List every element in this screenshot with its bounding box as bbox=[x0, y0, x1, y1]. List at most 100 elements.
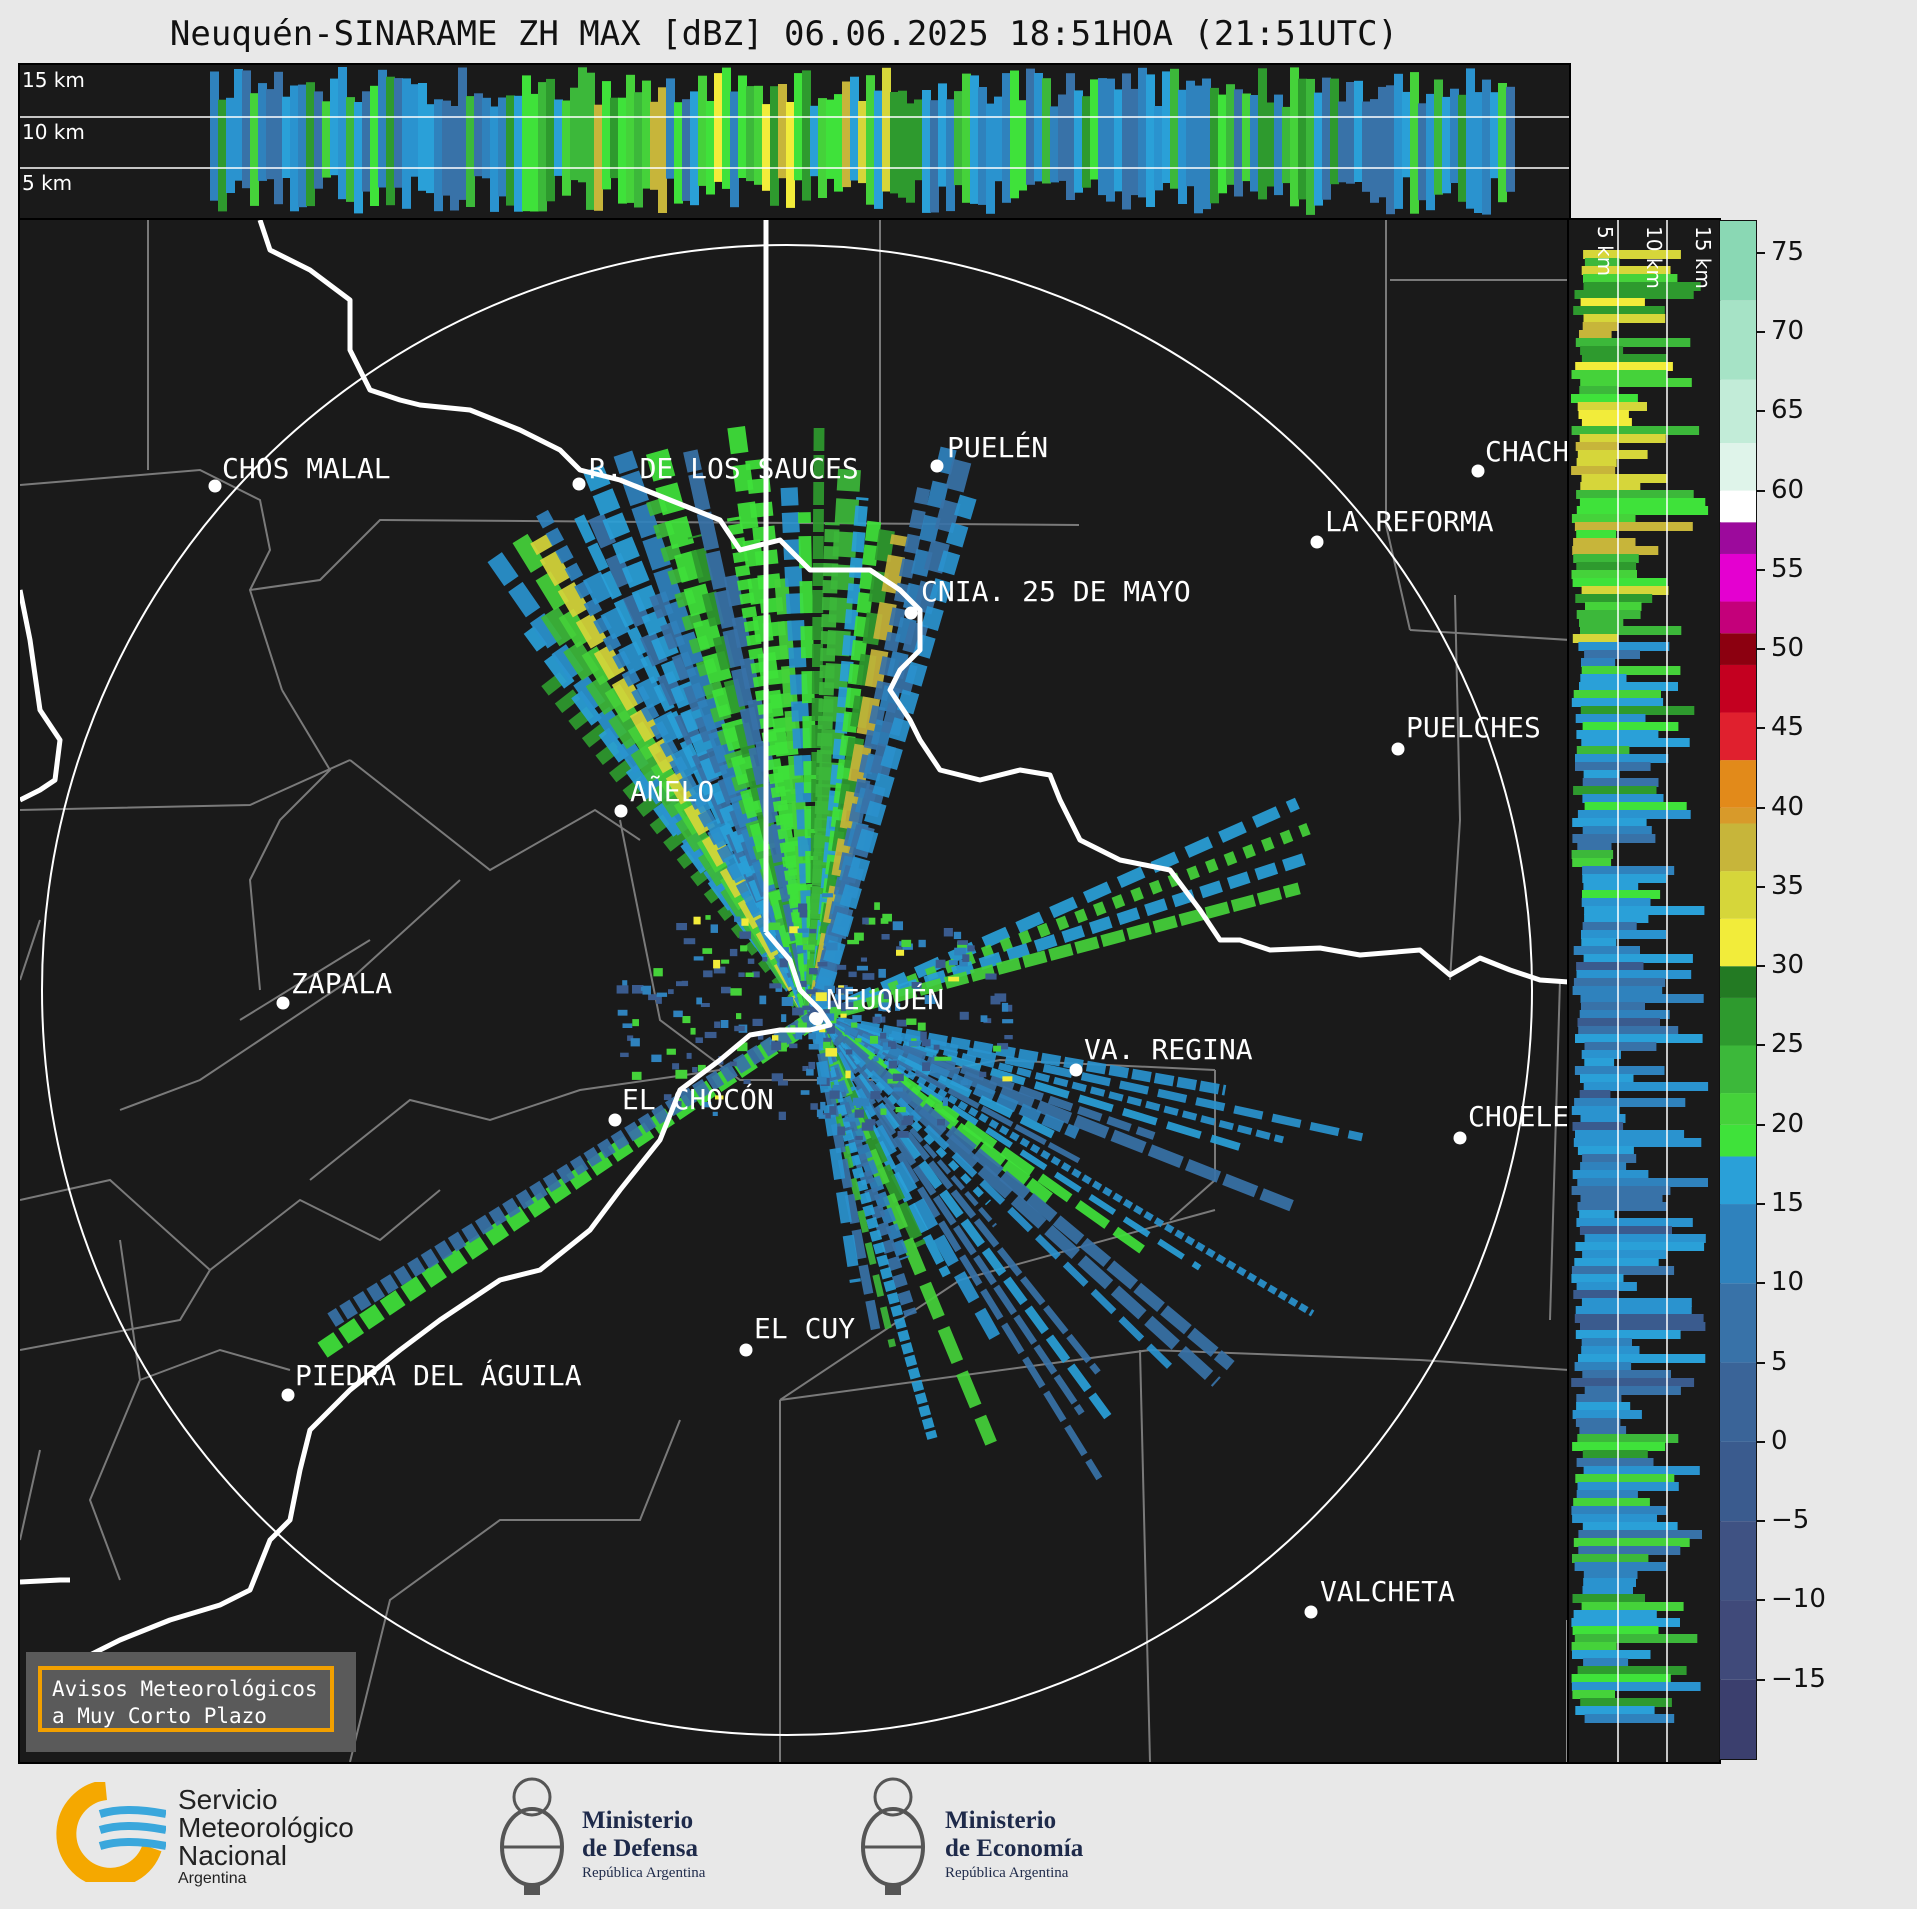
radar-echo-cell bbox=[882, 1007, 891, 1012]
cross-section-row bbox=[1581, 1002, 1645, 1011]
radar-echo-cell bbox=[911, 982, 922, 989]
cross-section-column bbox=[1386, 85, 1395, 215]
cross-section-column bbox=[1210, 87, 1219, 204]
radar-echo-cell bbox=[700, 1003, 710, 1008]
radar-echo-cell bbox=[895, 1003, 901, 1011]
radar-echo-cell bbox=[924, 995, 936, 1005]
cross-section-column bbox=[1274, 94, 1283, 196]
colorbar-segment bbox=[1720, 997, 1756, 1046]
cross-section-column bbox=[322, 101, 331, 178]
cross-section-column bbox=[1082, 96, 1091, 188]
cross-section-column bbox=[1242, 93, 1251, 182]
cross-section-row bbox=[1571, 1274, 1624, 1283]
radar-echo-cell bbox=[824, 985, 835, 994]
cross-section-row bbox=[1581, 1298, 1692, 1307]
cross-section-column bbox=[1218, 94, 1227, 194]
colorbar-tick-label: −15 bbox=[1757, 1664, 1826, 1694]
cross-section-column bbox=[610, 97, 619, 179]
colorbar-segment bbox=[1720, 1679, 1756, 1759]
radar-echo-cell bbox=[920, 1031, 927, 1041]
cross-section-column bbox=[1194, 85, 1203, 214]
cross-section-column bbox=[226, 97, 235, 193]
cross-section-column bbox=[1410, 72, 1419, 214]
radar-echo-cell bbox=[771, 1073, 784, 1082]
radar-echo-cell bbox=[979, 1071, 987, 1078]
cross-section-row bbox=[1571, 850, 1614, 859]
cross-section-row bbox=[1578, 1354, 1706, 1363]
radar-echo-cell bbox=[692, 1067, 698, 1073]
radar-echo-cell bbox=[922, 1062, 930, 1072]
cross-section-row bbox=[1580, 1194, 1663, 1203]
cross-section-column bbox=[1034, 73, 1043, 182]
radar-echo-cell bbox=[778, 1111, 786, 1121]
cross-section-row bbox=[1582, 1586, 1633, 1595]
cross-section-row bbox=[1581, 354, 1667, 363]
cross-section-row bbox=[1581, 1346, 1640, 1355]
cross-section-row bbox=[1579, 682, 1678, 691]
cross-section-row bbox=[1577, 450, 1648, 459]
cross-section-column bbox=[1354, 80, 1363, 182]
cross-section-row bbox=[1580, 1322, 1706, 1331]
cross-section-row bbox=[1583, 282, 1701, 291]
radar-echo-cell bbox=[622, 1023, 633, 1029]
colorbar-tick-label: 60 bbox=[1757, 475, 1804, 505]
radar-echo-cell bbox=[878, 968, 886, 978]
radar-echo-cell bbox=[683, 938, 696, 945]
cross-section-row bbox=[1578, 410, 1629, 419]
cross-section-row bbox=[1580, 1074, 1634, 1083]
cross-section-row bbox=[1581, 938, 1617, 947]
colorbar-tick-label: −10 bbox=[1757, 1584, 1826, 1614]
radar-echo-cell bbox=[759, 995, 767, 1005]
radar-echo-cell bbox=[752, 1018, 763, 1027]
cross-section-column bbox=[1226, 84, 1235, 185]
cross-section-row bbox=[1579, 386, 1619, 395]
cross-section-column bbox=[858, 101, 867, 184]
radar-echo-ray bbox=[798, 512, 822, 1019]
cross-section-row bbox=[1573, 306, 1665, 315]
radar-echo-cell bbox=[816, 1109, 823, 1118]
colorbar-tick-label: 20 bbox=[1757, 1109, 1804, 1139]
cross-section-row bbox=[1575, 442, 1619, 451]
cross-section-row bbox=[1583, 770, 1620, 779]
cross-section-column bbox=[458, 67, 467, 200]
radar-echo-cell bbox=[870, 1091, 881, 1100]
radar-echo-cell bbox=[741, 918, 749, 926]
avisos-box[interactable]: Avisos Meteorológicos a Muy Corto Plazo bbox=[26, 1652, 356, 1752]
cross-section-column bbox=[394, 78, 403, 188]
colorbar-tick-label: 40 bbox=[1757, 792, 1804, 822]
cross-section-column bbox=[506, 95, 515, 206]
city-dot-piedra-del-aguila bbox=[281, 1388, 295, 1402]
defensa-line-1: Ministerio bbox=[582, 1807, 694, 1834]
cross-section-row bbox=[1576, 506, 1709, 515]
cross-section-column bbox=[498, 97, 507, 197]
cross-section-column bbox=[746, 86, 755, 182]
radar-echo-cell bbox=[737, 1042, 748, 1052]
radar-echo-cell bbox=[908, 1040, 919, 1047]
city-dot-choele bbox=[1453, 1131, 1467, 1145]
radar-echo-cell bbox=[690, 1027, 696, 1035]
city-dot-r-de-los-sauces bbox=[572, 477, 586, 491]
cross-section-column bbox=[1298, 78, 1307, 200]
colorbar-segment bbox=[1720, 1093, 1756, 1125]
radar-echo-cell bbox=[949, 960, 958, 966]
radar-echo-cell bbox=[772, 1035, 779, 1041]
cross-section-row bbox=[1571, 1674, 1671, 1683]
radar-echo-cell bbox=[808, 1044, 820, 1050]
cross-section-column bbox=[1370, 99, 1379, 203]
cross-section-row bbox=[1581, 1338, 1632, 1347]
cross-section-row bbox=[1573, 1498, 1650, 1507]
cross-section-row bbox=[1574, 290, 1694, 299]
radar-echo-cell bbox=[823, 1041, 831, 1050]
radar-echo-cell bbox=[888, 1060, 898, 1069]
radar-echo-cell bbox=[730, 988, 742, 996]
cross-section-column bbox=[274, 71, 283, 205]
cross-section-row bbox=[1576, 490, 1694, 499]
cross-section-column bbox=[778, 84, 787, 179]
cross-section-column bbox=[242, 70, 251, 189]
radar-echo-cell bbox=[808, 1061, 816, 1070]
radar-echo-cell bbox=[696, 997, 703, 1005]
radar-echo-cell bbox=[693, 916, 701, 925]
cross-section-row bbox=[1576, 970, 1692, 979]
cross-section-column bbox=[346, 97, 355, 202]
radar-echo-cell bbox=[829, 1090, 840, 1099]
